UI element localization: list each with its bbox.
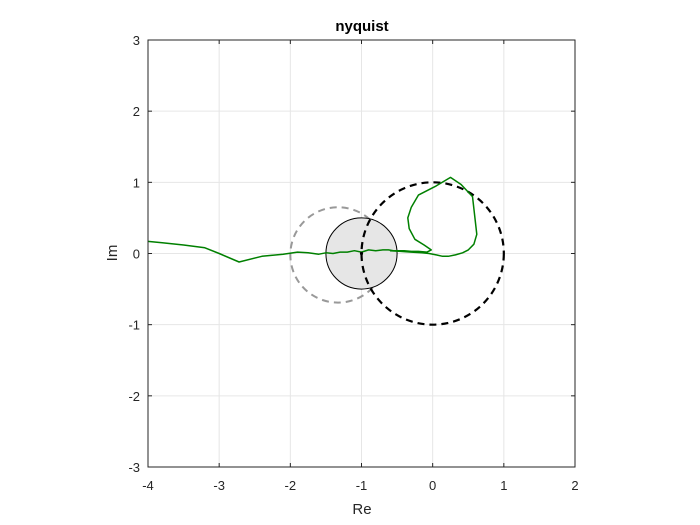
x-tick-label: -3	[213, 478, 225, 493]
y-tick-label: 2	[133, 104, 140, 119]
nyquist-curve	[147, 176, 478, 263]
y-tick-label: 0	[133, 247, 140, 262]
y-tick-label: 3	[133, 33, 140, 48]
y-tick-label: -2	[128, 389, 140, 404]
y-axis-label: Im	[104, 245, 121, 262]
x-tick-label: 2	[571, 478, 578, 493]
plot-marks	[147, 176, 505, 326]
x-tick-label: -1	[356, 478, 368, 493]
chart-title: nyquist	[335, 18, 388, 35]
unit-circle	[360, 181, 505, 326]
x-tick-label: -4	[142, 478, 154, 493]
x-tick-label: 1	[500, 478, 507, 493]
x-axis-label: Re	[352, 501, 371, 518]
x-tick-label: 0	[429, 478, 436, 493]
y-tick-label: -1	[128, 318, 140, 333]
critical-point	[359, 251, 364, 256]
y-tick-label: -3	[128, 460, 140, 475]
x-tick-label: -2	[285, 478, 297, 493]
y-tick-label: 1	[133, 175, 140, 190]
